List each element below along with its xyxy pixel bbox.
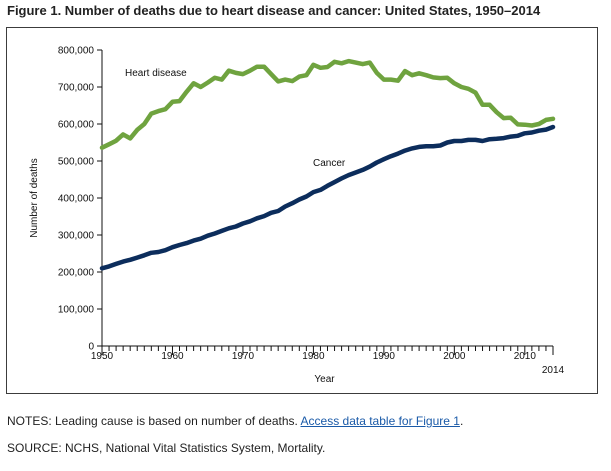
y-tick-label: 700,000 <box>58 83 95 94</box>
x-tick-label: 1980 <box>302 351 325 362</box>
y-tick-label: 600,000 <box>58 120 95 131</box>
series-layer <box>99 58 556 271</box>
source-text: SOURCE: NCHS, National Vital Statistics … <box>7 441 326 455</box>
series-label-cancer: Cancer <box>313 158 346 169</box>
x-tick-label: 1970 <box>232 351 255 362</box>
x-tick-label: 2010 <box>514 351 537 362</box>
y-tick-label: 300,000 <box>58 231 95 242</box>
y-tick-label: 800,000 <box>58 46 95 57</box>
y-tick-label: 500,000 <box>58 157 95 168</box>
y-tick-label: 400,000 <box>58 194 95 205</box>
line-chart: 0 100,000 200,000 300,000 400,000 500,000 600,… <box>29 46 565 386</box>
data-table-link[interactable]: Access data table for Figure 1 <box>300 414 460 428</box>
x-tick-label: 1990 <box>373 351 396 362</box>
y-axis: 0 100,000 200,000 300,000 400,000 500,000 600,… <box>58 46 103 353</box>
notes-suffix: . <box>459 414 464 428</box>
x-axis: 1950 1960 1970 1980 1990 2000 2010 2014 <box>91 345 565 376</box>
y-tick-label: 200,000 <box>58 268 95 279</box>
x-tick-label: 1950 <box>91 351 114 362</box>
figure-title: Figure 1. Number of deaths due to heart … <box>7 3 541 18</box>
chart-frame: 0 100,000 200,000 300,000 400,000 500,000 600,… <box>6 27 598 394</box>
series-line-cancer <box>99 124 556 271</box>
y-axis-title: Number of deaths <box>29 158 40 238</box>
series-line-heart-disease <box>99 58 556 150</box>
series-label-heart-disease: Heart disease <box>125 68 187 79</box>
notes: NOTES: Leading cause is based on number … <box>7 414 463 428</box>
x-tick-label: 1960 <box>161 351 184 362</box>
x-axis-title: Year <box>314 374 335 385</box>
x-tick-label: 2014 <box>542 365 565 376</box>
notes-text: NOTES: Leading cause is based on number … <box>7 414 298 428</box>
x-tick-label: 2000 <box>443 351 466 362</box>
y-tick-label: 0 <box>88 342 94 353</box>
y-tick-label: 100,000 <box>58 305 95 316</box>
